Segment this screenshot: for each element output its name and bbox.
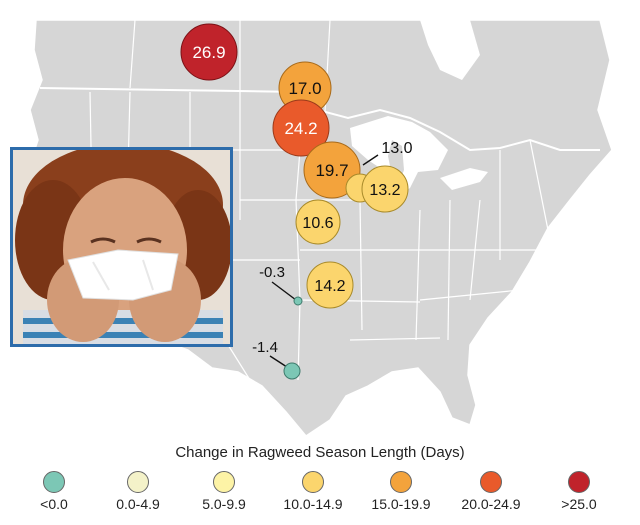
- legend-label-10-14-9: 10.0-14.9: [283, 496, 343, 512]
- marker-label: 10.6: [302, 215, 333, 232]
- legend-label-gt-25: >25.0: [561, 496, 597, 512]
- marker-label: 14.2: [314, 278, 345, 295]
- sneezing-person-photo: [10, 147, 233, 347]
- marker-label: 13.2: [369, 182, 400, 199]
- marker-label: 17.0: [288, 79, 321, 98]
- legend-label-0-4-9: 0.0-4.9: [116, 496, 160, 512]
- legend-label-lt-0: <0.0: [40, 496, 68, 512]
- leader-line-13-0: [362, 154, 379, 166]
- marker-label-minus-0-3: -0.3: [259, 264, 285, 281]
- gulf-of-mexico: [330, 368, 470, 440]
- marker-24-2: 24.2: [272, 99, 330, 157]
- legend-swatch-10-14-9: [302, 471, 324, 493]
- northern-water: [420, 20, 480, 80]
- lake-erie: [440, 168, 488, 190]
- leader-line-minus-0-3: [271, 281, 297, 301]
- legend-swatch-20-24-9: [480, 471, 502, 493]
- photo-illustration: [13, 150, 230, 344]
- marker-label-13-0: 13.0: [381, 140, 412, 157]
- marker-label: 26.9: [192, 43, 225, 62]
- legend-label-15-19-9: 15.0-19.9: [371, 496, 431, 512]
- marker-26-9: 26.9: [180, 23, 238, 81]
- marker-minus-0-3: [293, 296, 303, 306]
- legend-title: Change in Ragweed Season Length (Days): [175, 444, 465, 461]
- legend-label-20-24-9: 20.0-24.9: [461, 496, 521, 512]
- marker-label-minus-1-4: -1.4: [252, 339, 278, 356]
- marker-19-7: 19.7: [303, 141, 361, 199]
- legend-swatch-gt-25: [568, 471, 590, 493]
- tissue-shape: [67, 249, 179, 301]
- legend-swatch-0-4-9: [127, 471, 149, 493]
- marker-label: 19.7: [315, 161, 348, 180]
- marker-10-6: 10.6: [295, 199, 341, 245]
- marker-minus-1-4: [283, 362, 301, 380]
- legend-swatch-lt-0: [43, 471, 65, 493]
- marker-13-2: 13.2: [361, 165, 409, 213]
- legend-swatch-5-9-9: [213, 471, 235, 493]
- legend-swatch-15-19-9: [390, 471, 412, 493]
- marker-label: 24.2: [284, 119, 317, 138]
- marker-14-2: 14.2: [306, 261, 354, 309]
- legend-label-5-9-9: 5.0-9.9: [202, 496, 246, 512]
